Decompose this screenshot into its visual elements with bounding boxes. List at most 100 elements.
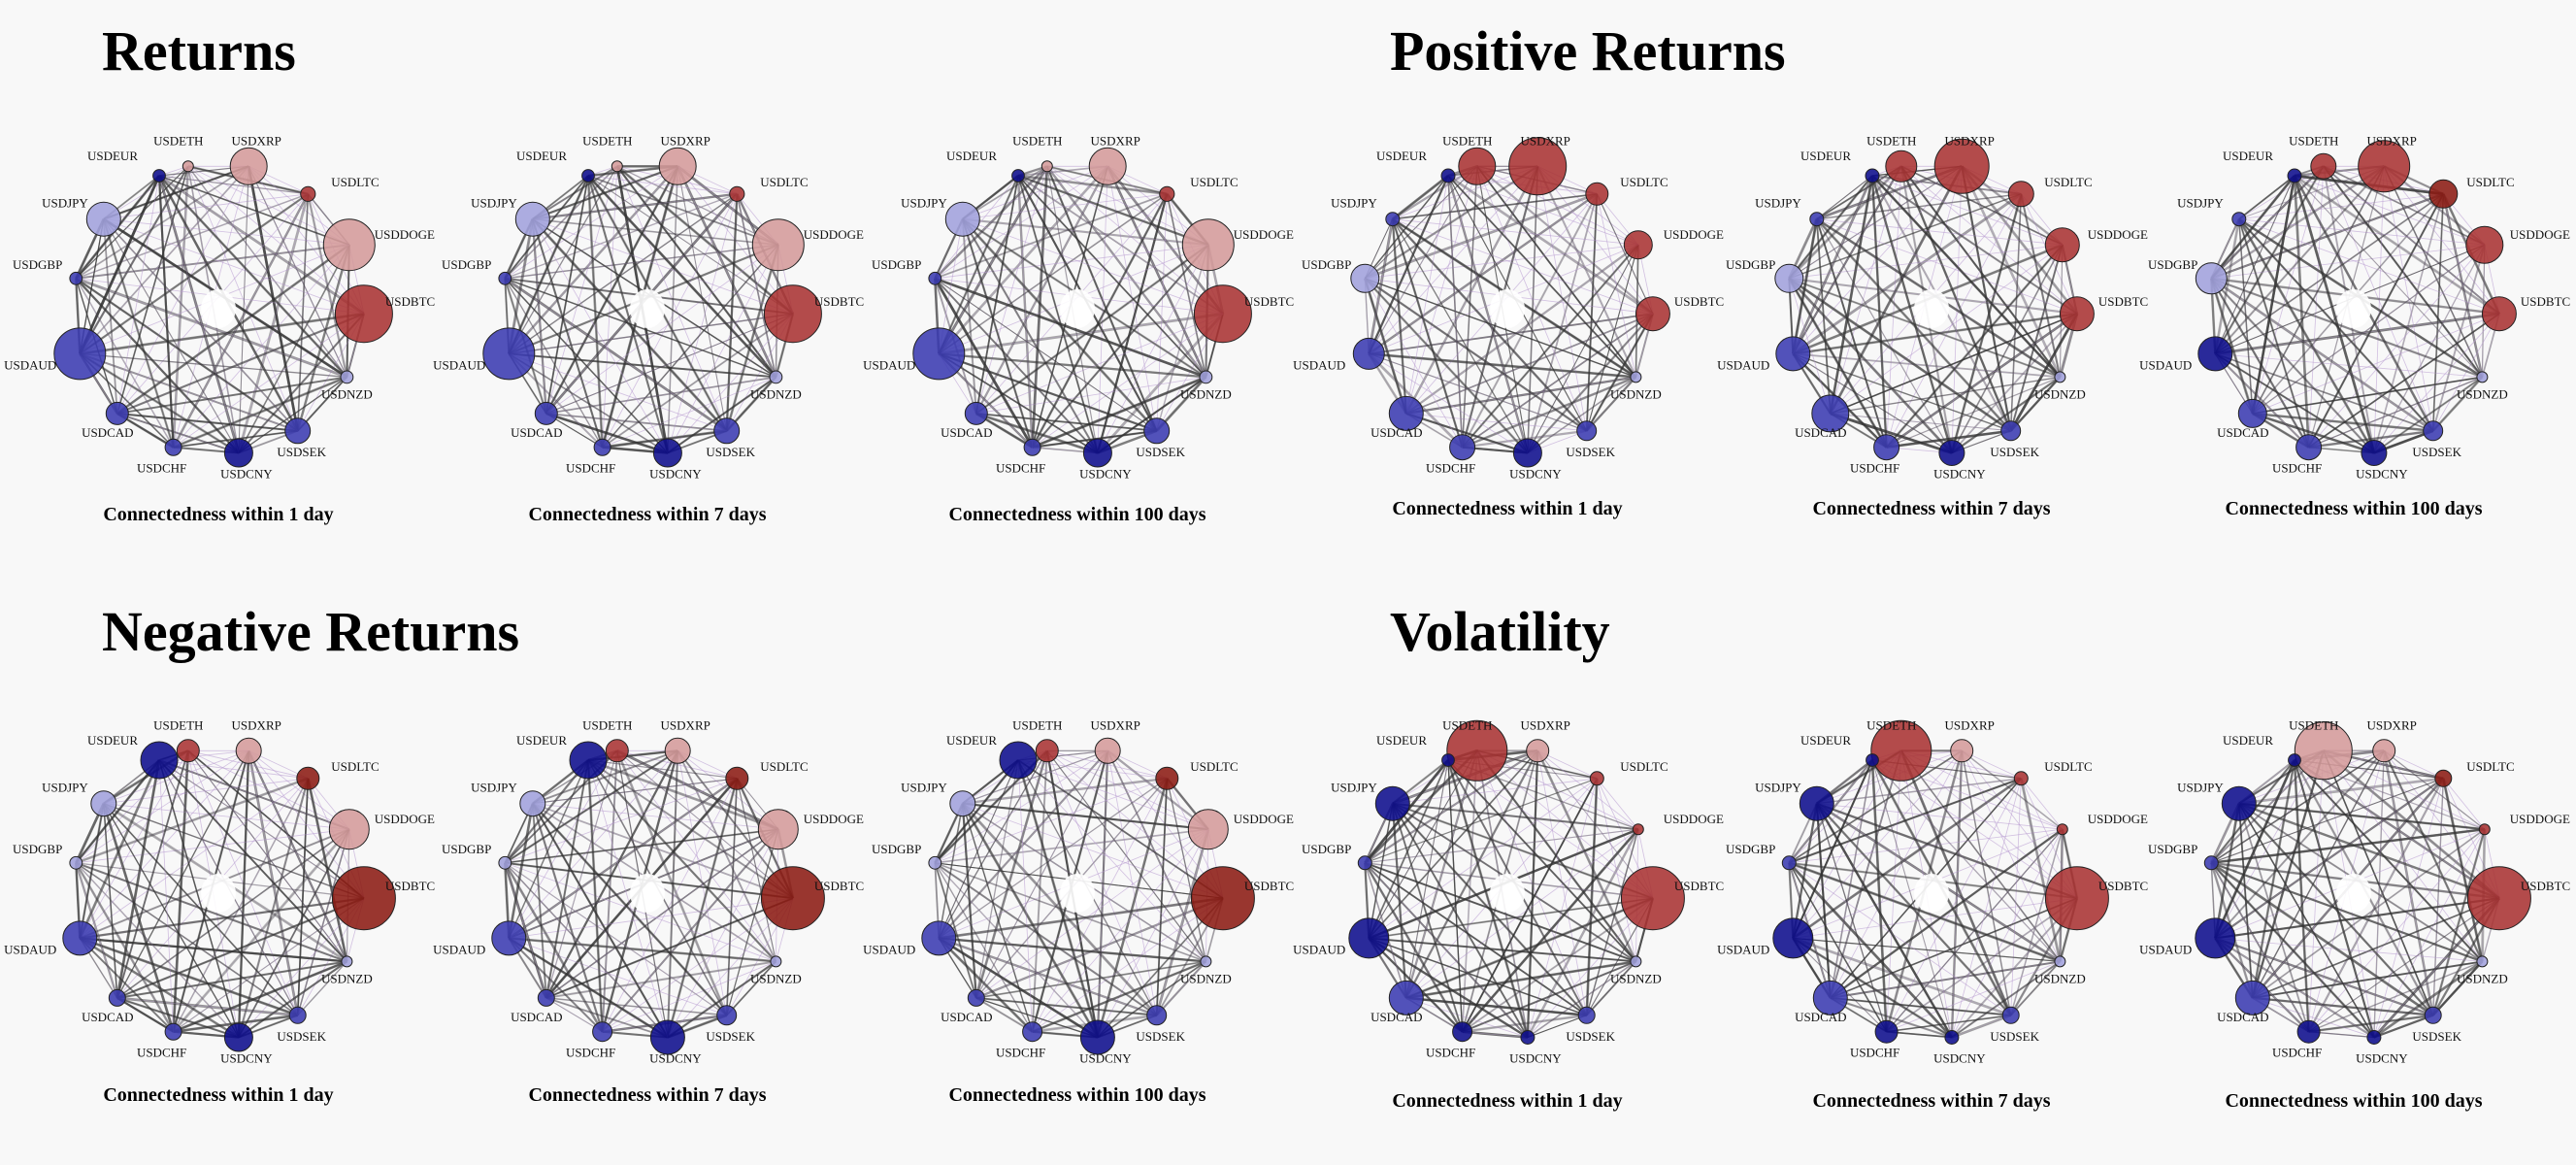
network-edge xyxy=(1536,165,1637,378)
network-edge xyxy=(587,759,777,963)
network-edge xyxy=(1886,778,2022,1032)
network-volatility-1-day: USDETH USDXRP USDLTC USDDOGE USDBTC USDNZD USD… xyxy=(1293,689,1724,1107)
node-usdeth xyxy=(2310,152,2337,180)
network-edge xyxy=(1816,803,2063,830)
node-label-usdbtc: USDBTC xyxy=(2521,294,2570,309)
network-edge xyxy=(545,997,727,1016)
network-edge xyxy=(116,376,347,415)
network-edge xyxy=(1017,759,1208,830)
network-edge xyxy=(934,278,1099,454)
network-edge xyxy=(1365,244,1638,280)
network-edge xyxy=(80,313,365,355)
node-usddoge xyxy=(757,809,799,850)
network-edge xyxy=(725,778,739,1015)
network-edge xyxy=(1961,166,2061,378)
network-edge xyxy=(2019,778,2062,962)
network-edge xyxy=(237,778,310,1038)
network-returns-1-day: USDETH USDXRP USDLTC USDDOGE USDBTC USDNZD USD… xyxy=(4,105,435,522)
node-usdsek xyxy=(2000,420,2022,442)
network-edge xyxy=(1585,193,1599,431)
node-label-usddoge: USDDOGE xyxy=(804,227,864,242)
network-edge xyxy=(1789,828,2063,864)
network-edge xyxy=(935,165,1108,280)
node-usddoge xyxy=(328,809,370,850)
node-usdsek xyxy=(2001,1006,2020,1024)
network-edge xyxy=(1392,218,1529,453)
network-edge xyxy=(2211,244,2485,280)
network-edge xyxy=(1031,244,1209,449)
node-usdbtc xyxy=(2044,866,2109,931)
network-edge xyxy=(1830,961,2061,999)
network-edge xyxy=(1871,175,2022,195)
network-edge xyxy=(1392,778,1598,805)
network-edge xyxy=(103,803,240,1038)
network-edge xyxy=(1870,175,1953,453)
network-edge xyxy=(1871,759,1953,1038)
node-usdxrp xyxy=(1094,737,1121,764)
node-label-usdchf: USDCHF xyxy=(1426,1046,1475,1060)
node-usdltc xyxy=(729,185,745,202)
network-edge xyxy=(532,192,738,220)
network-edge xyxy=(76,244,349,280)
network-edge xyxy=(2238,218,2375,453)
node-usddoge xyxy=(1187,809,1229,850)
network-edge xyxy=(2308,244,2486,448)
node-usdaud xyxy=(482,327,536,381)
network-edge xyxy=(103,218,349,246)
network-edge xyxy=(725,193,739,431)
node-usdjpy xyxy=(1809,212,1825,227)
node-label-usdchf: USDCHF xyxy=(996,1046,1045,1060)
network-positive-returns-1-day: USDETH USDXRP USDLTC USDDOGE USDBTC USDNZD USD… xyxy=(1293,105,1724,522)
network-edge xyxy=(1871,175,2078,316)
network-edge xyxy=(509,938,727,1016)
node-usddoge xyxy=(322,218,376,272)
network-edge xyxy=(504,278,669,453)
network-edge xyxy=(1032,828,1209,1032)
network-edge xyxy=(75,861,347,963)
network-edge xyxy=(76,278,347,378)
node-usdchf xyxy=(164,438,182,456)
network-edge xyxy=(75,862,240,1038)
network-edge xyxy=(80,750,249,939)
node-label-usdchf: USDCHF xyxy=(566,1046,615,1060)
network-edge xyxy=(531,802,728,1016)
network-edge xyxy=(602,961,776,1033)
network-edge xyxy=(297,829,350,1015)
network-edge xyxy=(962,218,1208,246)
node-label-usdsek: USDSEK xyxy=(1136,1029,1185,1044)
node-usdcny xyxy=(1944,1030,1960,1045)
network-edge xyxy=(1476,165,1654,315)
node-label-usdcad: USDCAD xyxy=(1795,425,1846,440)
network-edge xyxy=(1369,166,1538,354)
node-usdeur xyxy=(2288,753,2301,767)
network-edge xyxy=(2215,897,2500,940)
network-edge xyxy=(587,175,669,453)
node-label-usdxrp: USDXRP xyxy=(1091,133,1140,148)
network-edge xyxy=(79,759,161,939)
network-edge xyxy=(1871,175,2063,246)
network-edge xyxy=(1364,192,1598,281)
node-label-usdxrp: USDXRP xyxy=(2367,133,2417,148)
network-edge xyxy=(2238,803,2375,1038)
network-edge xyxy=(187,166,299,431)
node-usdltc xyxy=(2013,771,2029,786)
network-edge xyxy=(2010,778,2022,1015)
node-usdsek xyxy=(1576,420,1598,442)
center-gap xyxy=(630,874,665,913)
node-label-usdsek: USDSEK xyxy=(706,1029,755,1044)
node-usddoge xyxy=(1181,218,1235,272)
network-edge xyxy=(158,175,348,379)
network-edge xyxy=(2238,175,2295,220)
network-edge xyxy=(1447,759,1464,1032)
network-edge xyxy=(1368,759,1449,939)
network-edge xyxy=(1816,218,1953,453)
network-edge xyxy=(975,897,1224,999)
network-edge xyxy=(1961,749,2064,830)
network-edge xyxy=(173,166,189,448)
network-edge xyxy=(75,862,175,1033)
network-edge xyxy=(975,412,1099,454)
network-edge xyxy=(1097,166,1108,453)
node-label-usdeth: USDETH xyxy=(1866,133,1916,148)
network-edge xyxy=(1365,862,1529,1038)
node-usdcad xyxy=(537,988,555,1007)
